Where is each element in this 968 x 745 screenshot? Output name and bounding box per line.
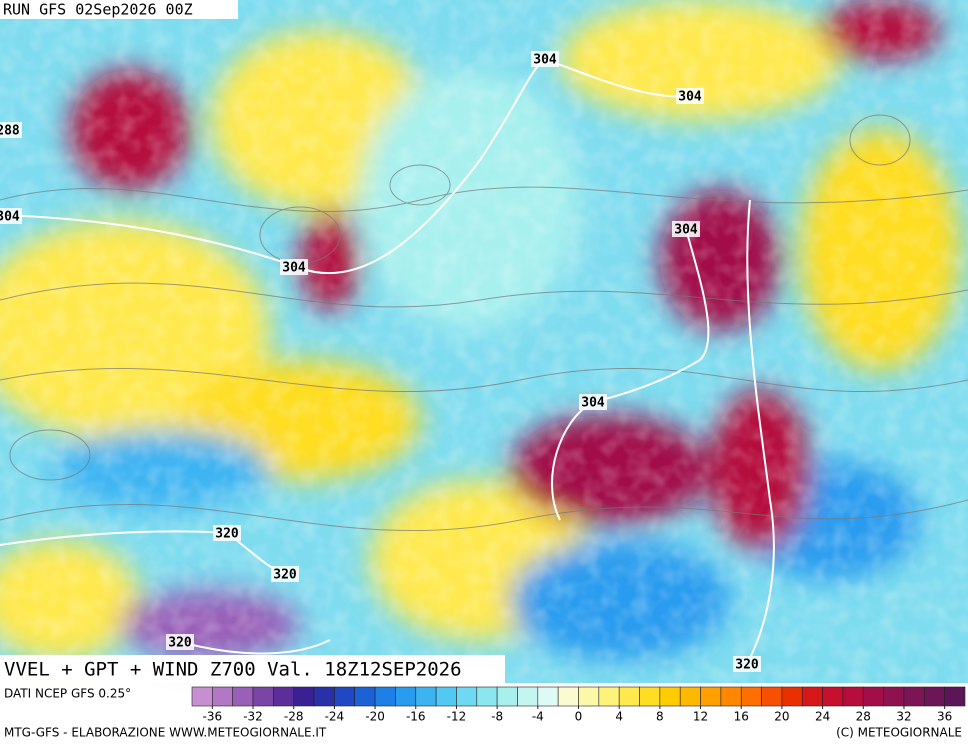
colorbar-box — [395, 686, 417, 707]
texture — [0, 0, 968, 683]
colorbar-tick-label: 0 — [575, 710, 583, 724]
colorbar-box — [354, 686, 376, 707]
colorbar-box — [496, 686, 518, 707]
colorbar-box — [659, 686, 681, 707]
colorbar-box — [761, 686, 783, 707]
colorbar-tick-label: 28 — [856, 710, 871, 724]
colorbar-box — [618, 686, 640, 707]
colorbar-tick-label: -28 — [284, 710, 304, 724]
colorbar-tick-label: 8 — [656, 710, 664, 724]
colorbar-box — [517, 686, 539, 707]
contour-label-bg — [271, 566, 299, 582]
contour-label: 320 — [168, 636, 192, 651]
run-label: RUN GFS 02Sep2026 00Z — [3, 1, 193, 19]
colorbar-box — [537, 686, 559, 707]
colorbar-tick-label: 12 — [693, 710, 708, 724]
colorbar-box — [374, 686, 396, 707]
colorbar-box — [842, 686, 864, 707]
colorbar-tick-label: 32 — [896, 710, 911, 724]
colorbar-box — [476, 686, 498, 707]
colorbar-box — [293, 686, 315, 707]
colorbar-tick-label: -4 — [532, 710, 544, 724]
colorbar-box — [720, 686, 742, 707]
colorbar-box — [578, 686, 600, 707]
colorbar-box — [862, 686, 884, 707]
colorbar-box — [252, 686, 274, 707]
colorbar-tick-label: -36 — [203, 710, 223, 724]
colorbar-box — [273, 686, 295, 707]
source-label: DATI NCEP GFS 0.25° — [4, 687, 131, 701]
colorbar-box — [903, 686, 925, 707]
contour-label: 304 — [678, 90, 702, 105]
colorbar-tick-label: -12 — [447, 710, 467, 724]
colorbar-box — [598, 686, 620, 707]
colorbar-box — [415, 686, 437, 707]
footer-left: MTG-GFS - ELABORAZIONE WWW.METEOGIORNALE… — [4, 726, 327, 740]
colorbar-tick-label: -8 — [491, 710, 503, 724]
contour-label: 320 — [735, 658, 759, 673]
colorbar-tick-label: 24 — [815, 710, 830, 724]
colorbar-box — [557, 686, 579, 707]
colorbar-tick-label: -32 — [243, 710, 263, 724]
map: 304 304 288 304 304 304 304 320 320 320 320 RUN GF… — [0, 0, 968, 683]
colorbar-box — [435, 686, 457, 707]
contour-label: 304 — [581, 396, 605, 411]
contour-label-bg — [676, 88, 704, 104]
map-title: VVEL + GPT + WIND Z700 Val. 18Z12SEP2026 — [4, 659, 462, 681]
colorbar-tick-label: -24 — [325, 710, 345, 724]
header-box — [0, 0, 238, 19]
contour-label: 288 — [0, 124, 20, 139]
colorbar-tick-label: -16 — [406, 710, 426, 724]
colorbar-box — [740, 686, 762, 707]
contour-labels: 304 304 288 304 304 304 304 320 320 320 320 — [0, 51, 761, 673]
colorbar-box — [191, 686, 213, 707]
colorbar-tick-label: 16 — [734, 710, 749, 724]
contour-label-bg — [166, 634, 194, 650]
contour-label: 320 — [215, 527, 239, 542]
colorbar-box — [781, 686, 803, 707]
colorbar-box — [334, 686, 356, 707]
contour-label: 320 — [273, 568, 297, 583]
contour-label-bg — [733, 656, 761, 672]
colorbar-box — [313, 686, 335, 707]
colorbar-box — [700, 686, 722, 707]
geopotential-contours — [0, 58, 775, 665]
contour-label-bg — [213, 525, 241, 541]
contour-label-bg — [672, 221, 700, 237]
contour-label: 304 — [533, 53, 557, 68]
colorbar-box — [456, 686, 478, 707]
colorbar-box — [822, 686, 844, 707]
colorbar-tick-label: 20 — [774, 710, 789, 724]
contour-label: 304 — [674, 223, 698, 238]
contour-label-bg — [531, 51, 559, 67]
streamlines — [0, 114, 968, 532]
contour-label-bg — [579, 394, 607, 410]
colorbar-box — [924, 686, 945, 707]
colorbar-tick-label: 36 — [937, 710, 952, 724]
colorbar-box — [883, 686, 905, 707]
contour-label-bg — [0, 208, 22, 224]
colorbar-tick-label: -20 — [365, 710, 385, 724]
colorbar: -36 -32 -28 -24 -20 -16 -12 -8 -4 0 4 8 12 16 20 24 28 32… — [191, 686, 966, 724]
colorbar-box — [639, 686, 661, 707]
contour-label-bg — [280, 259, 308, 275]
colorbar-box — [801, 686, 823, 707]
contour-label: 304 — [0, 210, 20, 225]
footer-right: (C) METEOGIORNALE — [836, 726, 962, 740]
colorbar-box — [232, 686, 254, 707]
colorbar-box — [679, 686, 701, 707]
contour-label: 304 — [282, 261, 306, 276]
colorbar-box — [944, 686, 966, 707]
colorbar-box — [212, 686, 233, 707]
colorbar-tick-label: 4 — [615, 710, 623, 724]
contour-label-bg — [0, 122, 22, 138]
title-box — [0, 655, 505, 683]
